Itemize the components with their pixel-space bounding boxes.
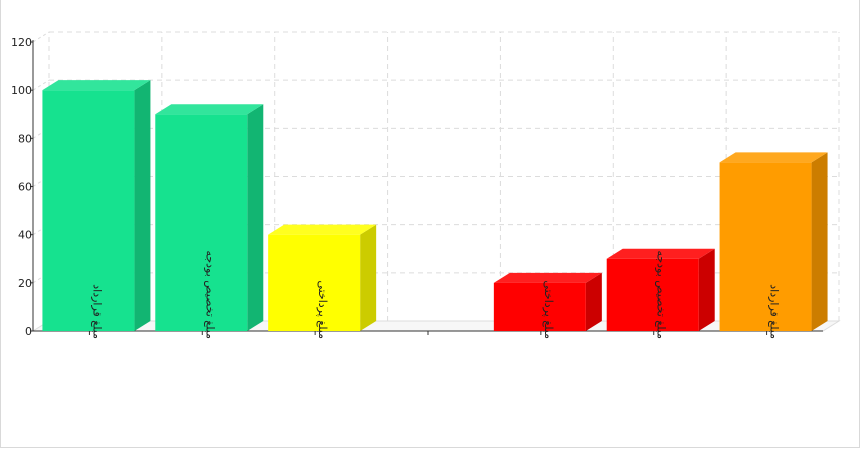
- grid-line-side: [32, 31, 50, 43]
- x-category-label: مبلغ تخصیص بودجه: [203, 250, 216, 339]
- bar-top: [493, 272, 602, 283]
- y-tick-label: 20: [18, 277, 32, 290]
- bar: [719, 162, 812, 331]
- bar-side: [360, 224, 377, 331]
- bar-side: [811, 152, 828, 331]
- x-category-label: مبلغ قرارداد: [768, 284, 781, 339]
- bar-side: [698, 248, 715, 331]
- chart-floor: [31, 320, 841, 332]
- bar: [155, 114, 248, 331]
- bar-top: [42, 80, 151, 91]
- grid-lines: [31, 31, 841, 332]
- x-category-labels: مبلغ قرارداد مبلغ تخصیص بودجه مبلغ پرداختی…: [90, 250, 780, 339]
- y-tick-label: 120: [11, 36, 32, 49]
- x-category-label: مبلغ تخصیص بودجه: [655, 250, 668, 339]
- bar: [493, 282, 586, 331]
- bar: [268, 234, 361, 331]
- bar: [606, 258, 699, 331]
- bar-side: [585, 272, 602, 331]
- x-category-label: مبلغ قرارداد: [90, 284, 103, 339]
- y-tick-label: 100: [11, 84, 32, 97]
- x-category-label: مبلغ پرداختی: [542, 280, 555, 339]
- bar-top: [719, 152, 828, 163]
- y-tick-label: 40: [18, 229, 32, 242]
- bar-top: [606, 248, 715, 259]
- bar-side: [247, 104, 264, 331]
- bar: [42, 90, 135, 332]
- bar-side: [134, 80, 151, 332]
- x-category-label: مبلغ پرداختی: [316, 280, 329, 339]
- bars: [42, 80, 828, 332]
- y-tick-label: 60: [18, 181, 32, 194]
- y-tick-labels: 0 20 40 60 80 100 120: [11, 36, 32, 338]
- bar-top: [268, 224, 377, 235]
- y-tick-label: 80: [18, 132, 32, 145]
- y-tick-label: 0: [25, 325, 32, 338]
- bar-top: [155, 104, 264, 115]
